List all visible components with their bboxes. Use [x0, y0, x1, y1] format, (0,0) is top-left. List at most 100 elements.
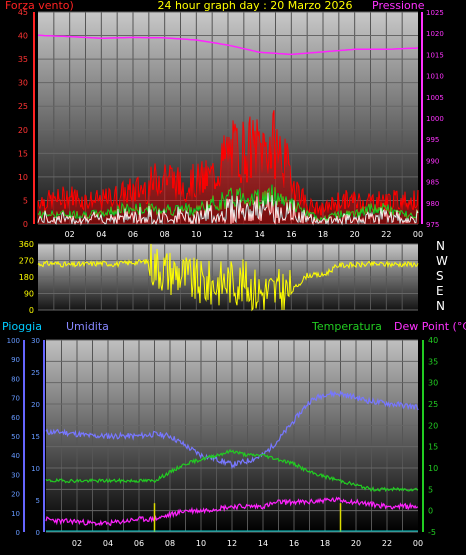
bottom-x-tick-label: 00: [413, 539, 423, 548]
axes-layer: 0510152025303540459759809859909951000100…: [7, 8, 444, 548]
wind-direction-line: [37, 243, 419, 312]
wind-tick-label: 5: [23, 196, 28, 205]
bottom-x-tick-label: 14: [258, 539, 268, 548]
wind-min-line: [37, 192, 419, 226]
bottom-x-tick-label: 18: [320, 539, 330, 548]
bottom-x-tick-label: 04: [103, 539, 113, 548]
wind-tick-label: 40: [18, 32, 28, 41]
rain-tick-label: 60: [11, 414, 20, 422]
bottom-x-tick-label: 20: [351, 539, 361, 548]
temp-tick-label: 0: [428, 507, 433, 516]
bottom-x-tick-label: 10: [196, 539, 206, 548]
top-x-tick-label: 14: [255, 230, 265, 239]
wind-axis-title: Forza vento): [5, 0, 74, 12]
wind-tick-label: 30: [18, 79, 28, 88]
bottom-x-tick-label: 22: [382, 539, 392, 548]
rain-tick-label: 40: [11, 452, 20, 460]
temp-tick-label: 10: [428, 464, 438, 473]
compass-w: W: [436, 254, 448, 268]
wind-tick-label: 20: [18, 126, 28, 135]
pressure-tick-label: 1025: [426, 9, 444, 17]
top-x-tick-label: 22: [381, 230, 391, 239]
direction-tick-label: 90: [24, 290, 34, 299]
top-x-tick-label: 18: [318, 230, 328, 239]
pressure-tick-label: 1020: [426, 30, 444, 38]
temp-tick-label: 20: [428, 421, 438, 430]
temp-tick-label: 30: [428, 379, 438, 388]
humidity-tick-label: 25: [31, 369, 40, 377]
rain-tick-label: 20: [11, 491, 20, 499]
pressure-tick-label: 995: [426, 136, 439, 144]
pressure-tick-label: 975: [426, 221, 439, 229]
wind-tick-label: 25: [18, 102, 28, 111]
rain-tick-label: 70: [11, 395, 20, 403]
humidity-tick-label: 15: [31, 433, 40, 441]
wind-tick-label: 10: [18, 173, 28, 182]
temp-tick-label: 35: [428, 357, 438, 366]
direction-tick-label: 0: [29, 306, 34, 315]
pressure-tick-label: 985: [426, 179, 439, 187]
bottom-x-tick-label: 12: [227, 539, 237, 548]
rain-tick-label: 50: [11, 433, 20, 441]
dewpoint-line: [45, 496, 419, 527]
wind-tick-label: 45: [18, 8, 28, 17]
rain-tick-label: 10: [11, 510, 20, 518]
pressure-line: [37, 34, 419, 56]
temp-tick-label: 15: [428, 443, 438, 452]
humidity-line: [45, 389, 419, 470]
top-x-tick-label: 06: [128, 230, 138, 239]
rain-axis-title: Pioggia: [2, 320, 42, 333]
rain-tick-label: 80: [11, 375, 20, 383]
temp-tick-label: 25: [428, 400, 438, 409]
humidity-tick-label: 5: [36, 497, 40, 505]
temperature-line: [45, 448, 419, 493]
direction-tick-label: 180: [19, 273, 34, 282]
temperature-axis-title: Temperatura: [311, 320, 382, 333]
humidity-tick-label: 20: [31, 401, 40, 409]
wind-tick-label: 0: [23, 220, 28, 229]
temp-tick-label: 5: [428, 485, 433, 494]
direction-tick-label: 270: [19, 257, 34, 266]
compass-n-top: N: [436, 239, 445, 253]
top-x-tick-label: 10: [191, 230, 201, 239]
wind-avg-line: [37, 184, 419, 222]
pressure-tick-label: 980: [426, 200, 439, 208]
humidity-tick-label: 30: [31, 337, 40, 345]
bottom-x-tick-label: 06: [134, 539, 144, 548]
pressure-axis-title: Pressione: [372, 0, 425, 12]
compass-s: S: [436, 269, 444, 283]
humidity-axis-title: Umidita: [66, 320, 109, 333]
compass-n-bottom: N: [436, 299, 445, 313]
dewpoint-axis-title: Dew Point (°C): [394, 320, 466, 333]
pressure-tick-label: 1015: [426, 51, 444, 59]
pressure-tick-label: 1010: [426, 73, 444, 81]
wind-tick-label: 15: [18, 149, 28, 158]
rain-tick-label: 0: [16, 529, 20, 537]
rain-tick-label: 30: [11, 471, 20, 479]
top-x-tick-label: 02: [65, 230, 75, 239]
top-x-tick-label: 16: [286, 230, 296, 239]
direction-tick-label: 360: [19, 240, 34, 249]
bottom-x-tick-label: 16: [289, 539, 299, 548]
top-x-tick-label: 12: [223, 230, 233, 239]
temp-tick-label: -5: [428, 528, 436, 537]
top-x-tick-label: 00: [413, 230, 423, 239]
pressure-tick-label: 1000: [426, 115, 444, 123]
pressure-tick-label: 1005: [426, 94, 444, 102]
wind-tick-label: 35: [18, 55, 28, 64]
wind-gust-line: [37, 110, 419, 216]
temp-tick-label: 40: [428, 336, 438, 345]
humidity-tick-label: 10: [31, 465, 40, 473]
humidity-tick-label: 0: [36, 529, 40, 537]
compass-e: E: [436, 284, 444, 298]
rain-tick-label: 90: [11, 356, 20, 364]
bottom-x-tick-label: 08: [165, 539, 175, 548]
chart-title: 24 hour graph day : 20 Marzo 2026: [157, 0, 352, 12]
top-x-tick-label: 08: [160, 230, 170, 239]
rain-tick-label: 100: [7, 337, 20, 345]
top-x-tick-label: 20: [350, 230, 360, 239]
pressure-tick-label: 990: [426, 157, 439, 165]
top-x-tick-label: 04: [96, 230, 106, 239]
bottom-x-tick-label: 02: [72, 539, 82, 548]
